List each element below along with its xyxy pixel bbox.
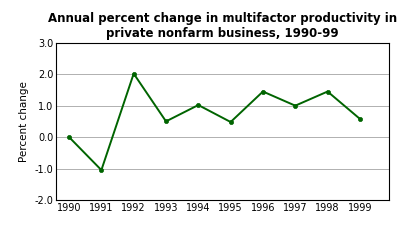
Title: Annual percent change in multifactor productivity in
private nonfarm business, 1: Annual percent change in multifactor pro…	[48, 12, 397, 40]
Y-axis label: Percent change: Percent change	[19, 81, 29, 162]
